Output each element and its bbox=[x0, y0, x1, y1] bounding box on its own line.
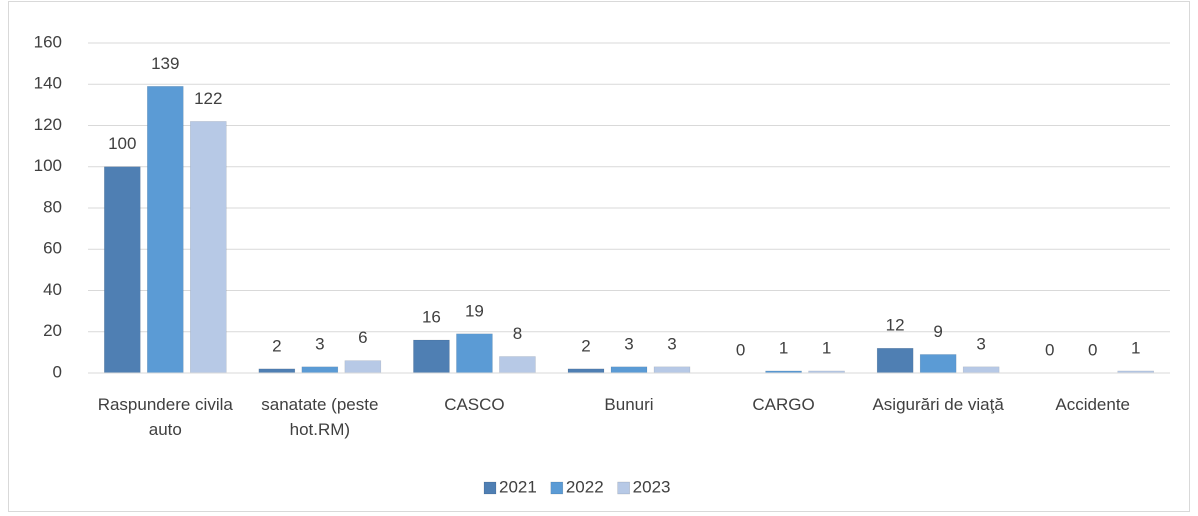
bar bbox=[190, 121, 227, 374]
legend-swatch bbox=[617, 481, 630, 495]
y-tick-label: 160 bbox=[34, 32, 62, 51]
bar bbox=[456, 333, 493, 374]
data-label: 3 bbox=[667, 334, 676, 353]
x-tick-label: Bunuri bbox=[604, 395, 654, 414]
x-tick-label: CARGO bbox=[752, 395, 815, 414]
data-label: 9 bbox=[933, 322, 942, 341]
y-tick-label: 120 bbox=[34, 115, 62, 134]
y-tick-label: 0 bbox=[53, 362, 62, 381]
data-label: 6 bbox=[358, 328, 367, 347]
bar bbox=[104, 166, 141, 374]
data-label: 2 bbox=[272, 336, 281, 355]
bar bbox=[413, 339, 450, 374]
legend-label: 2021 bbox=[499, 477, 537, 496]
x-tick-label: CASCO bbox=[444, 395, 505, 414]
x-tick-label: Asigurări de viaţă bbox=[872, 395, 1004, 414]
data-label: 0 bbox=[736, 340, 745, 359]
bar bbox=[258, 368, 296, 374]
bar bbox=[876, 348, 914, 374]
data-label: 0 bbox=[1088, 340, 1097, 359]
bar bbox=[147, 86, 184, 374]
legend-swatch bbox=[483, 481, 497, 495]
x-tick-label: sanatate (peste hot.RM) bbox=[261, 395, 379, 439]
bar bbox=[567, 368, 605, 374]
data-label: 122 bbox=[194, 89, 222, 108]
legend-swatch bbox=[550, 481, 564, 495]
legend-label: 2023 bbox=[633, 477, 671, 496]
y-tick-label: 20 bbox=[43, 321, 62, 340]
data-label: 12 bbox=[886, 316, 905, 335]
y-tick-label: 40 bbox=[43, 280, 62, 299]
data-label: 100 bbox=[108, 134, 136, 153]
data-label: 19 bbox=[465, 301, 484, 320]
y-tick-label: 140 bbox=[34, 74, 62, 93]
data-label: 3 bbox=[624, 334, 633, 353]
data-label: 3 bbox=[315, 334, 324, 353]
data-label: 3 bbox=[976, 334, 985, 353]
bar bbox=[919, 354, 957, 374]
y-tick-label: 80 bbox=[43, 197, 62, 216]
bar bbox=[499, 356, 536, 374]
data-label: 139 bbox=[151, 54, 179, 73]
data-label: 1 bbox=[779, 338, 788, 357]
y-tick-label: 100 bbox=[34, 156, 62, 175]
y-tick-label: 60 bbox=[43, 239, 62, 258]
bar bbox=[653, 366, 691, 374]
data-label: 16 bbox=[422, 307, 441, 326]
data-label: 8 bbox=[513, 324, 522, 343]
bar bbox=[344, 360, 382, 374]
x-tick-label: Raspundere civila auto bbox=[97, 395, 233, 439]
legend-label: 2022 bbox=[566, 477, 604, 496]
bar bbox=[962, 366, 1000, 374]
bar bbox=[610, 366, 648, 374]
data-label: 1 bbox=[1131, 338, 1140, 357]
data-label: 0 bbox=[1045, 340, 1054, 359]
x-tick-label: Accidente bbox=[1055, 395, 1131, 414]
data-label: 1 bbox=[822, 338, 831, 357]
bar bbox=[301, 366, 339, 374]
data-label: 2 bbox=[581, 336, 590, 355]
